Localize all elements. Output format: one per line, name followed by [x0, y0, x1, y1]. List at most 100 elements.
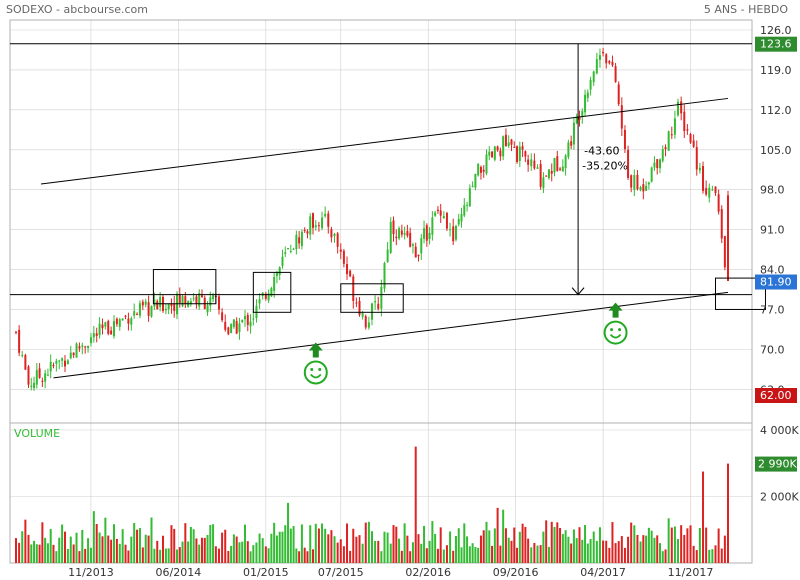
highlight-box — [152, 269, 217, 305]
volume-bar — [485, 521, 488, 563]
volume-bar — [683, 534, 686, 563]
candle-body — [667, 131, 670, 151]
price-tick-label: 98.0 — [760, 184, 785, 197]
candle-body — [454, 225, 457, 240]
candle-body — [164, 308, 167, 311]
volume-bars — [15, 446, 729, 563]
candle-body — [18, 329, 21, 353]
volume-bar — [72, 544, 75, 563]
candle-body — [417, 254, 420, 257]
volume-bar — [195, 538, 198, 563]
candle-body — [398, 228, 401, 239]
volume-bar — [358, 535, 361, 563]
volume-bar — [650, 530, 653, 563]
candle-body — [121, 318, 124, 321]
candle-body — [584, 94, 587, 113]
volume-bar — [656, 535, 659, 563]
volume-bar — [499, 545, 502, 563]
volume-bar — [479, 535, 482, 563]
candle-body — [686, 129, 689, 131]
candle-body — [133, 311, 136, 316]
volume-bar — [581, 539, 584, 563]
volume-bar — [133, 523, 136, 563]
volume-bar — [33, 540, 36, 563]
candle-body — [75, 343, 78, 358]
volume-bar — [267, 548, 270, 563]
candle-body — [711, 189, 714, 191]
candle-body — [436, 209, 439, 211]
volume-bar — [434, 533, 437, 563]
candle-body — [727, 195, 729, 281]
candle-body — [683, 111, 686, 132]
volume-bar — [371, 531, 373, 563]
volume-bar — [35, 544, 38, 563]
candle-body — [192, 298, 195, 300]
volume-bar — [121, 529, 124, 563]
volume-bar — [445, 545, 448, 563]
volume-bar — [578, 527, 581, 563]
candle-body — [52, 365, 55, 367]
candle-body — [98, 323, 101, 336]
volume-bar — [633, 525, 636, 563]
volume-bar — [147, 535, 150, 563]
volume-bar — [309, 525, 312, 563]
candle-body — [423, 228, 426, 239]
volume-bar — [61, 524, 64, 563]
volume-bar — [677, 539, 680, 563]
candle-body — [581, 110, 584, 117]
candle-body — [130, 318, 133, 325]
volume-bar — [592, 531, 595, 563]
candle-body — [27, 366, 30, 385]
candle-body — [556, 156, 559, 171]
candle-body — [246, 314, 249, 325]
volume-bar — [449, 531, 452, 563]
volume-bar — [482, 530, 485, 563]
candle-body — [221, 312, 224, 321]
candle-body — [449, 229, 452, 231]
volume-bar — [92, 511, 95, 563]
volume-bar — [617, 541, 620, 563]
candle-body — [389, 222, 392, 253]
candle-body — [670, 134, 673, 136]
candle-body — [300, 231, 303, 247]
candle-body — [84, 346, 87, 348]
candle-body — [101, 324, 104, 329]
smiley-mouth — [310, 373, 322, 379]
volume-bar — [647, 527, 650, 563]
candle-body — [252, 318, 255, 320]
price-tick-label: 119.0 — [760, 64, 792, 77]
candle-body — [264, 293, 267, 299]
candle-body — [442, 215, 445, 219]
candle-body — [567, 142, 570, 157]
candle-body — [184, 296, 187, 304]
volume-bar — [118, 543, 121, 563]
volume-bar — [156, 540, 159, 563]
candle-body — [270, 288, 273, 297]
volume-bar — [44, 537, 47, 563]
candle-body — [561, 166, 564, 172]
volume-bar — [457, 528, 460, 563]
candle-body — [414, 246, 417, 258]
volume-bar — [605, 540, 608, 563]
volume-bar — [639, 541, 642, 563]
volume-bar — [162, 535, 165, 563]
up-arrow-icon — [608, 302, 623, 318]
volume-bar — [708, 549, 711, 563]
volume-bar — [493, 528, 496, 563]
volume-bar — [395, 526, 398, 563]
volume-bar — [349, 550, 352, 563]
volume-bar — [327, 534, 330, 563]
volume-bar — [423, 525, 426, 563]
candle-body — [81, 345, 84, 347]
volume-bar — [439, 527, 442, 563]
candle-body — [428, 233, 431, 239]
volume-bar — [547, 546, 550, 563]
volume-bar — [89, 547, 92, 563]
volume-bar — [636, 534, 639, 563]
candle-body — [602, 51, 605, 54]
candle-body — [403, 233, 406, 235]
smiley-face-icon — [603, 320, 628, 345]
volume-bar — [658, 543, 661, 563]
volume-tag-label: 2 990K — [758, 458, 797, 471]
candle-body — [518, 146, 521, 161]
